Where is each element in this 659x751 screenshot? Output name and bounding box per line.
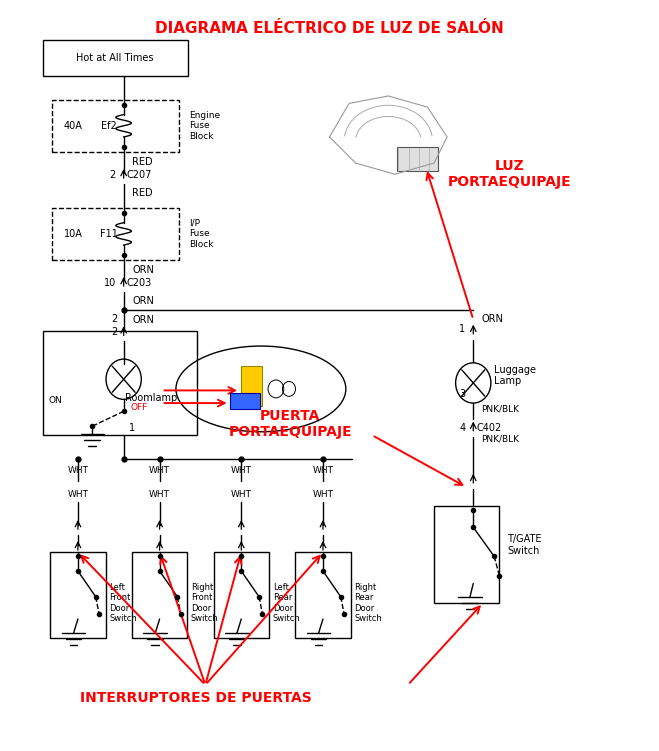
FancyBboxPatch shape [43,40,188,76]
FancyBboxPatch shape [241,366,262,406]
Text: ORN: ORN [481,314,503,324]
Text: WHT: WHT [67,490,88,499]
Text: Right
Rear
Door
Switch: Right Rear Door Switch [355,583,382,623]
Text: WHT: WHT [149,490,170,499]
Text: ORN: ORN [132,315,154,325]
Text: PNK/BLK: PNK/BLK [481,405,519,414]
Text: Roomlamp: Roomlamp [125,393,177,403]
Text: 1: 1 [459,324,465,334]
Text: C203: C203 [127,278,152,288]
Bar [214,552,269,638]
Text: WHT: WHT [312,466,333,475]
Bar [434,506,500,603]
Text: 1: 1 [129,423,135,433]
Text: Engine
Fuse
Block: Engine Fuse Block [189,111,220,140]
Text: RED: RED [132,157,153,167]
Text: 2: 2 [111,327,117,337]
Text: 3: 3 [459,389,465,399]
Text: OFF: OFF [130,403,148,412]
Bar [52,208,179,260]
Text: WHT: WHT [312,490,333,499]
Text: ORN: ORN [132,296,154,306]
Text: LUZ
PORTAEQUIPAJE: LUZ PORTAEQUIPAJE [447,159,571,189]
Text: ON: ON [49,396,62,405]
Text: Left
Rear
Door
Switch: Left Rear Door Switch [273,583,301,623]
Bar [52,100,179,152]
FancyBboxPatch shape [230,393,260,409]
Bar [43,330,197,435]
Text: C402: C402 [476,423,501,433]
Text: 4: 4 [459,423,465,433]
Text: Ef2: Ef2 [101,121,117,131]
Text: T/GATE
Switch: T/GATE Switch [507,534,542,556]
Text: 10A: 10A [64,229,83,239]
Text: 10: 10 [103,278,116,288]
FancyBboxPatch shape [397,147,438,171]
Text: WHT: WHT [67,466,88,475]
Text: Hot at All Times: Hot at All Times [76,53,154,63]
Text: PUERTA
PORTAEQUIPAJE: PUERTA PORTAEQUIPAJE [229,409,352,439]
Text: RED: RED [132,188,153,198]
Text: INTERRUPTORES DE PUERTAS: INTERRUPTORES DE PUERTAS [80,690,312,704]
Text: F11: F11 [100,229,118,239]
Text: WHT: WHT [231,466,252,475]
Text: WHT: WHT [149,466,170,475]
Bar [50,552,105,638]
Text: WHT: WHT [231,490,252,499]
Text: 2: 2 [111,314,117,324]
Text: PNK/BLK: PNK/BLK [481,434,519,443]
Text: 40A: 40A [64,121,83,131]
Bar [295,552,351,638]
Text: DIAGRAMA ELÉCTRICO DE LUZ DE SALÓN: DIAGRAMA ELÉCTRICO DE LUZ DE SALÓN [155,21,504,36]
Text: C207: C207 [127,170,152,180]
Text: Luggage
Lamp: Luggage Lamp [494,365,536,386]
Bar [132,552,187,638]
Text: ORN: ORN [132,265,154,276]
Text: I/P
Fuse
Block: I/P Fuse Block [189,219,214,249]
Text: 2: 2 [109,170,116,180]
Text: Left
Front
Door
Switch: Left Front Door Switch [109,583,137,623]
Text: Right
Front
Door
Switch: Right Front Door Switch [191,583,219,623]
